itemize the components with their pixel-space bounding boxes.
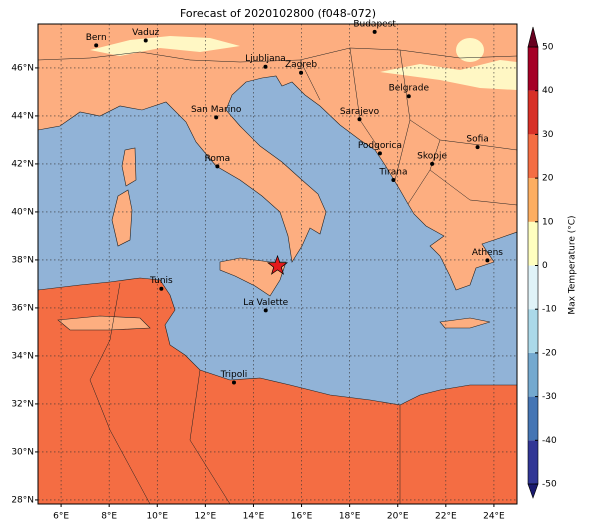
city-dot bbox=[377, 151, 382, 156]
city-label: San Marino bbox=[191, 105, 242, 115]
city-label: Ljubljana bbox=[245, 54, 286, 64]
city-dot bbox=[391, 178, 396, 182]
alps-high bbox=[90, 36, 240, 56]
x-tick-label: 14°E bbox=[243, 512, 265, 522]
x-tick-label: 16°E bbox=[291, 512, 313, 522]
city-label: Skopje bbox=[417, 151, 447, 161]
x-tick-label: 20°E bbox=[387, 512, 409, 522]
city-label: Sarajevo bbox=[340, 107, 380, 117]
y-tick-label: 36°N bbox=[11, 303, 34, 313]
city-label: Budapest bbox=[353, 19, 396, 29]
colorbar-label: Max Temperature (°C) bbox=[568, 215, 578, 314]
colorbar-band bbox=[528, 90, 538, 135]
x-tick-label: 8°E bbox=[101, 512, 117, 522]
carpathian-high bbox=[456, 38, 484, 62]
colorbar-tick-label: 10 bbox=[542, 217, 554, 227]
x-tick-label: 22°E bbox=[435, 512, 457, 522]
colorbar-tick-label: -30 bbox=[542, 392, 557, 402]
europe bbox=[38, 24, 517, 291]
x-tick-label: 6°E bbox=[53, 512, 69, 522]
city-dot bbox=[299, 70, 304, 75]
colorbar-band bbox=[528, 396, 538, 441]
city-label: La Valette bbox=[243, 298, 288, 308]
crete bbox=[439, 317, 491, 329]
city-label: Tripoli bbox=[220, 370, 248, 380]
y-tick-label: 42°N bbox=[11, 159, 34, 169]
city-label: Roma bbox=[205, 154, 231, 164]
colorbar-tick-label: -50 bbox=[542, 480, 557, 490]
colorbar-band bbox=[528, 221, 538, 266]
sardinia bbox=[111, 189, 133, 247]
colorbar-over bbox=[527, 26, 539, 48]
city-dot bbox=[475, 145, 480, 150]
colorbar-band bbox=[528, 309, 538, 353]
tunisia-coast-warm bbox=[57, 315, 151, 331]
y-tick-label: 44°N bbox=[11, 111, 34, 121]
city-label: Sofia bbox=[466, 135, 488, 145]
colorbar-tick-label: 50 bbox=[542, 43, 554, 53]
city-label: Belgrade bbox=[389, 84, 430, 94]
city-dot bbox=[372, 29, 377, 34]
city-dot bbox=[215, 164, 220, 169]
city-label: Tunis bbox=[149, 276, 173, 286]
x-tick-label: 12°E bbox=[195, 512, 217, 522]
event-marker bbox=[266, 254, 289, 275]
colorbar-band bbox=[528, 47, 538, 91]
city-dot bbox=[357, 117, 362, 122]
y-tick-label: 28°N bbox=[11, 495, 34, 505]
colorbar-tick-label: 0 bbox=[542, 261, 548, 271]
colorbar-band bbox=[528, 440, 538, 484]
y-tick-label: 46°N bbox=[11, 63, 34, 73]
y-tick-label: 34°N bbox=[11, 351, 34, 361]
balkan-high bbox=[380, 60, 517, 90]
colorbar-tick-label: 30 bbox=[542, 130, 554, 140]
colorbar-band bbox=[528, 134, 538, 179]
city-label: Vaduz bbox=[132, 28, 159, 38]
y-tick-label: 30°N bbox=[11, 447, 34, 457]
x-tick-label: 10°E bbox=[146, 512, 168, 522]
map-area bbox=[38, 24, 517, 504]
map-frame bbox=[37, 23, 518, 505]
x-tick-label: 18°E bbox=[339, 512, 361, 522]
city-dot bbox=[430, 161, 435, 166]
colorbar-tick-label: -20 bbox=[542, 348, 557, 358]
colorbar-tick-label: -10 bbox=[542, 305, 557, 315]
city-label: Podgorica bbox=[358, 141, 402, 151]
colorbar-tick-label: -40 bbox=[542, 436, 557, 446]
city-dot bbox=[214, 115, 219, 120]
x-tick-label: 24°E bbox=[483, 512, 505, 522]
y-tick-label: 32°N bbox=[11, 399, 34, 409]
colorbar-band bbox=[528, 265, 538, 310]
corsica bbox=[121, 147, 137, 187]
city-dot bbox=[94, 43, 99, 48]
city-label: Athens bbox=[472, 248, 503, 258]
colorbar-under bbox=[527, 483, 539, 499]
city-label: Zagreb bbox=[285, 60, 317, 70]
colorbar-tick-label: 20 bbox=[542, 174, 554, 184]
city-dot bbox=[406, 94, 411, 99]
city-label: Bern bbox=[86, 33, 107, 43]
city-dot bbox=[263, 308, 268, 313]
city-dot bbox=[159, 286, 164, 291]
city-dot bbox=[231, 380, 236, 385]
y-tick-label: 38°N bbox=[11, 255, 34, 265]
colorbar-band bbox=[528, 178, 538, 222]
city-label: Tirana bbox=[378, 168, 407, 178]
axes: 6°E 8°E 10°E 12°E 14°E 16°E 18°E 20°E 22°E 24°E 28… bbox=[11, 24, 517, 522]
colorbar-band bbox=[528, 352, 538, 397]
colorbar-tick-label: 40 bbox=[542, 86, 554, 96]
city-dot bbox=[485, 258, 490, 263]
title: Forecast of 2020102800 (f048-072) bbox=[180, 7, 376, 20]
city-dot bbox=[143, 38, 148, 43]
city-dot bbox=[263, 64, 268, 69]
y-tick-label: 40°N bbox=[11, 207, 34, 217]
africa bbox=[38, 277, 517, 504]
